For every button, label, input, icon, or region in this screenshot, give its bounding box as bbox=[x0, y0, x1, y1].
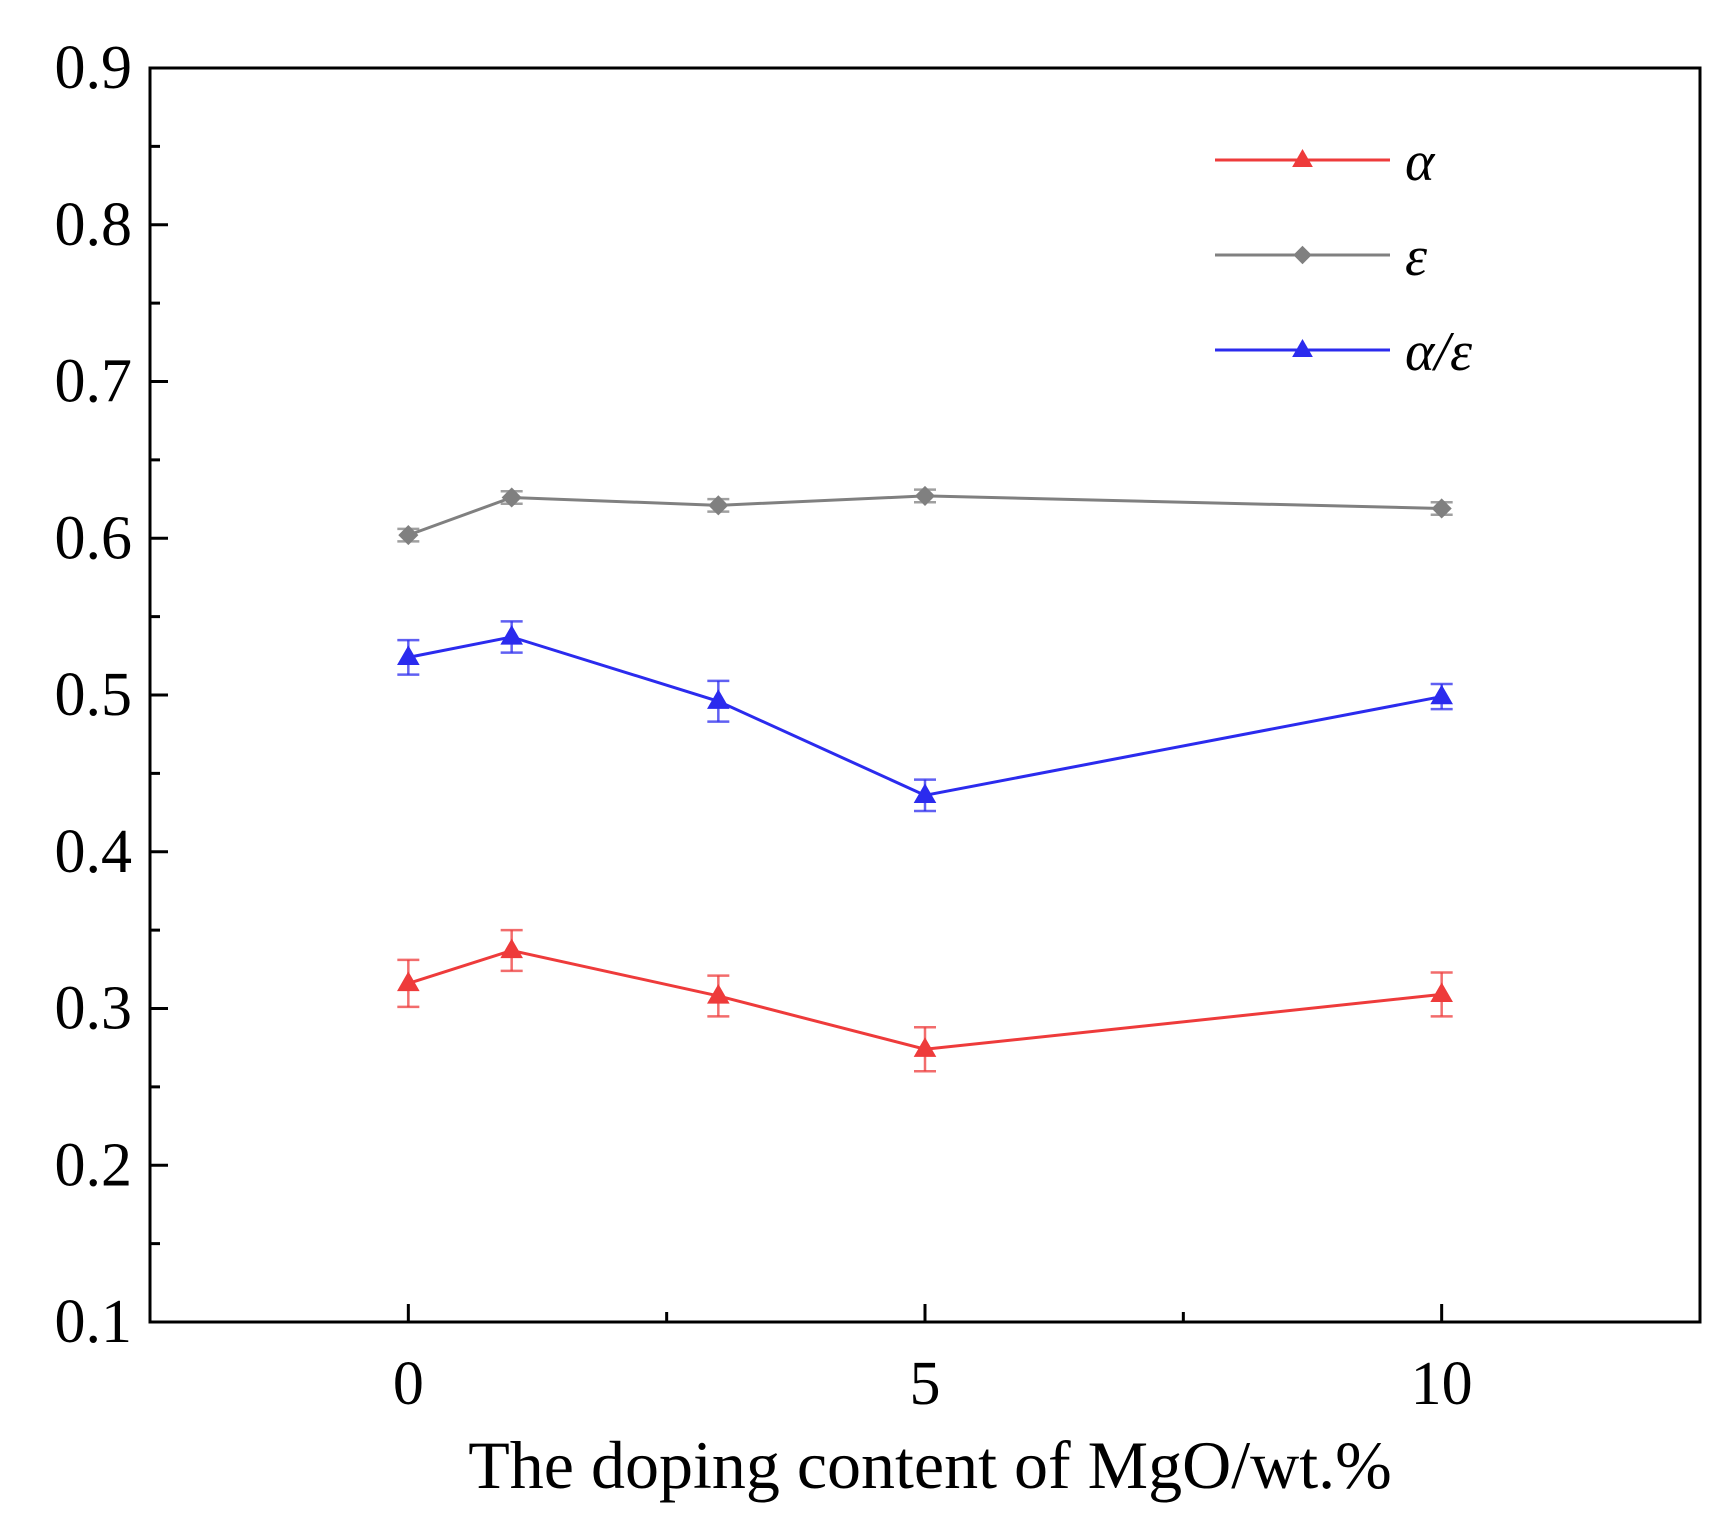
y-tick-label: 0.2 bbox=[55, 1131, 133, 1199]
data-point bbox=[500, 625, 523, 645]
legend-marker bbox=[1292, 338, 1313, 357]
y-tick-label: 0.5 bbox=[55, 661, 133, 729]
legend-label: α/ε bbox=[1405, 321, 1473, 383]
series-1 bbox=[397, 485, 1453, 546]
series-2 bbox=[397, 620, 1453, 813]
y-tick-label: 0.9 bbox=[55, 34, 133, 102]
x-axis-title: The doping content of MgO/wt.% bbox=[468, 1427, 1392, 1503]
series-layer bbox=[397, 485, 1453, 1073]
data-point bbox=[501, 487, 522, 508]
data-point bbox=[913, 783, 937, 803]
series-line bbox=[408, 635, 1442, 797]
legend-marker bbox=[1292, 148, 1313, 167]
data-point bbox=[708, 495, 729, 516]
legend: αε α/ε bbox=[1215, 131, 1473, 383]
series-0 bbox=[397, 928, 1453, 1073]
y-tick-label: 0.7 bbox=[55, 348, 133, 416]
data-point bbox=[707, 689, 730, 709]
data-point bbox=[1430, 982, 1453, 1003]
legend-entry-2: α/ε bbox=[1215, 321, 1473, 383]
data-point bbox=[397, 645, 420, 666]
data-point bbox=[1430, 684, 1453, 705]
data-point bbox=[500, 938, 523, 959]
legend-entry-1: ε bbox=[1215, 226, 1428, 288]
y-tick-label: 0.8 bbox=[55, 191, 133, 259]
data-point bbox=[913, 1037, 937, 1057]
x-tick-label: 10 bbox=[1411, 1350, 1473, 1418]
legend-entry-0: α bbox=[1215, 131, 1436, 193]
legend-label: α bbox=[1405, 131, 1436, 193]
legend-marker bbox=[1293, 245, 1312, 265]
y-tick-label: 0.6 bbox=[55, 504, 133, 572]
plot-frame bbox=[148, 66, 1702, 1324]
y-tick-label: 0.3 bbox=[55, 975, 133, 1043]
x-tick-label: 5 bbox=[910, 1350, 941, 1418]
plot-border bbox=[148, 66, 1702, 1324]
x-axis: 0 5 10 bbox=[393, 1304, 1473, 1418]
data-point bbox=[397, 971, 420, 992]
data-point bbox=[1431, 498, 1452, 519]
y-axis: 0.1 0.2 0.3 0.4 0.5 0.6 0.7 0.8 0.9 bbox=[55, 34, 168, 1356]
data-point bbox=[914, 485, 936, 506]
y-tick-label: 0.1 bbox=[55, 1288, 133, 1356]
data-point bbox=[398, 525, 419, 546]
legend-label: ε bbox=[1405, 226, 1428, 288]
x-tick-label: 0 bbox=[393, 1350, 424, 1418]
data-point bbox=[707, 983, 730, 1004]
y-tick-label: 0.4 bbox=[55, 818, 133, 886]
